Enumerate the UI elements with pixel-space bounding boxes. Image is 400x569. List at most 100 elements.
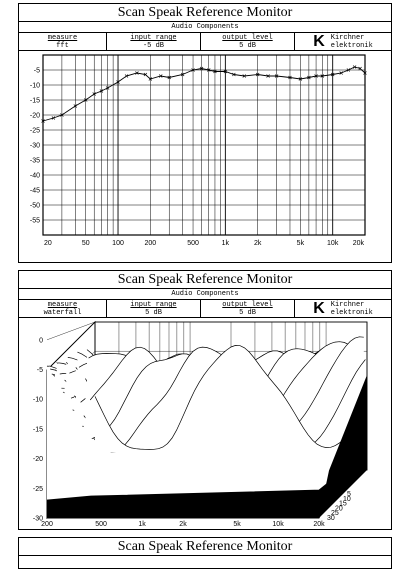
x-tick-label: 20 — [44, 240, 52, 247]
data-point — [159, 74, 163, 78]
y-tick-label: -15 — [33, 426, 43, 433]
y-tick-label: -20 — [33, 456, 43, 463]
x-tick-label: 10k — [272, 521, 284, 528]
data-point — [180, 72, 185, 77]
data-point — [320, 74, 325, 78]
input-range-value: 5 dB — [145, 309, 162, 317]
company-name: Kirchner elektronik — [331, 34, 373, 50]
y-tick-label: -15 — [30, 98, 40, 105]
output-level-label: output level — [222, 301, 273, 309]
data-point — [352, 65, 357, 69]
x-tick-label: 2k — [179, 521, 187, 528]
company-cell: K Kirchner elektronik — [295, 33, 391, 51]
data-point — [191, 68, 195, 72]
left-grid-line — [46, 321, 96, 370]
input-range-cell: input range -5 dB — [107, 33, 201, 50]
data-point — [124, 74, 129, 78]
left-grid-line — [46, 321, 96, 341]
k-logo-icon: K — [313, 300, 325, 317]
data-point — [116, 80, 120, 84]
measure-label: measure — [47, 34, 78, 42]
data-point — [232, 72, 236, 77]
x-tick-label: 5k — [297, 240, 305, 247]
x-tick-label: 20k — [313, 521, 325, 528]
data-point — [73, 104, 78, 108]
x-tick-label: 20k — [353, 240, 365, 247]
measure-cell: measure waterfall — [19, 300, 107, 317]
x-tick-label: 50 — [82, 240, 90, 247]
measure-value: fft — [56, 42, 69, 50]
y-tick-label: -40 — [30, 173, 40, 180]
data-point — [105, 86, 110, 90]
x-tick-label: 200 — [41, 521, 53, 528]
data-point — [363, 71, 367, 75]
company-line1: Kirchner — [330, 34, 365, 42]
y-tick-label: -50 — [30, 203, 40, 210]
data-point — [167, 75, 171, 80]
input-range-cell: input range 5 dB — [107, 300, 201, 317]
input-range-label: input range — [130, 34, 177, 42]
data-point — [84, 98, 88, 102]
waterfall-right-edge — [319, 374, 367, 518]
measure-label: measure — [47, 301, 78, 309]
y-tick-label: 0 — [39, 337, 43, 344]
company-cell: K Kirchner elektronik — [295, 300, 391, 318]
company-line2: elektronik — [330, 42, 373, 50]
company-line1: Kirchner — [330, 301, 365, 309]
data-point — [60, 113, 64, 117]
y-tick-label: -5 — [37, 367, 43, 374]
panel-title: Scan Speak Reference Monitor — [19, 538, 391, 556]
z-tick-label: 20 — [335, 505, 343, 512]
data-point — [92, 92, 96, 96]
data-point — [51, 116, 56, 120]
data-point — [99, 89, 104, 93]
output-level-cell: output level 5 dB — [201, 300, 295, 317]
panel-subtitle: Audio Components — [19, 289, 391, 300]
y-tick-label: -45 — [30, 188, 40, 195]
output-level-label: output level — [222, 34, 273, 42]
z-tick-label: 30 — [327, 515, 335, 522]
measure-cell: measure fft — [19, 33, 107, 50]
data-point — [307, 75, 311, 80]
info-row: measure waterfall input range 5 dB outpu… — [19, 300, 391, 318]
data-point — [148, 77, 153, 81]
data-point — [223, 69, 228, 74]
y-tick-label: -30 — [30, 143, 40, 150]
data-point — [314, 74, 318, 78]
panel-title: Scan Speak Reference Monitor — [19, 271, 391, 289]
data-point — [274, 74, 279, 78]
output-level-value: 5 dB — [239, 42, 256, 50]
data-point — [242, 74, 246, 78]
panel-title: Scan Speak Reference Monitor — [19, 4, 391, 22]
y-tick-label: -25 — [33, 486, 43, 493]
data-point — [298, 77, 303, 81]
company-name: Kirchner elektronik — [331, 301, 373, 317]
panel-subtitle: Audio Components — [19, 22, 391, 33]
data-point — [143, 72, 148, 77]
measure-value: waterfall — [43, 309, 82, 317]
y-tick-label: -55 — [30, 218, 40, 225]
x-tick-label: 500 — [187, 240, 199, 247]
waterfall-panel: Scan Speak Reference Monitor Audio Compo… — [18, 270, 392, 530]
y-tick-label: -35 — [30, 158, 40, 165]
data-point — [135, 71, 139, 75]
k-logo-icon: K — [313, 33, 325, 50]
waterfall-slice-line — [94, 345, 368, 450]
y-tick-label: -20 — [30, 113, 40, 120]
data-point — [288, 75, 292, 80]
z-tick-label: 25 — [331, 510, 339, 517]
x-tick-label: 5k — [233, 521, 241, 528]
x-tick-label: 200 — [144, 240, 156, 247]
z-tick-label: 15 — [339, 501, 347, 508]
company-line2: elektronik — [330, 309, 373, 317]
data-point — [255, 72, 260, 77]
fft-panel: Scan Speak Reference Monitor Audio Compo… — [18, 3, 392, 263]
plot-frame — [42, 54, 366, 236]
fft-chart: -5 -10 -15 -20 -25 -30 -35 -40 -45 -50 -55 20 50 100 2… — [30, 54, 367, 247]
data-point — [213, 69, 217, 74]
x-tick-label: 500 — [95, 521, 107, 528]
y-tick-label: -5 — [34, 68, 40, 75]
data-point — [41, 119, 45, 123]
x-tick-label: 10k — [327, 240, 339, 247]
